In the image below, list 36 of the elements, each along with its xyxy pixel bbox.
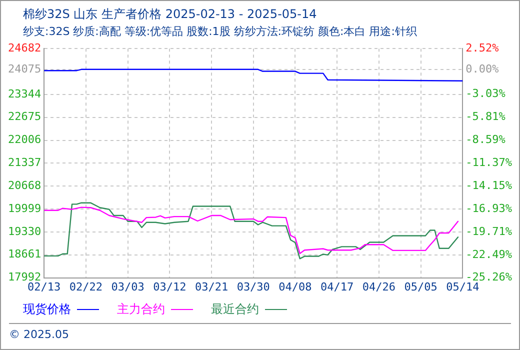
y-tick-label: 21337: [8, 156, 42, 170]
y2-tick-label: 2.52%: [466, 41, 500, 54]
legend-label: 现货价格: [23, 301, 72, 318]
y2-tick-label: -3.03%: [466, 87, 506, 100]
y2-tick-label: -16.93%: [466, 202, 512, 215]
y2-tick-label: -22.49%: [466, 248, 512, 261]
x-tick-label: 02/13: [28, 280, 61, 294]
chart-title: 棉纱32S 山东 生产者价格 2025-02-13 - 2025-05-14: [23, 6, 317, 23]
y2-tick-label: 0.00%: [466, 62, 500, 76]
x-tick-label: 04/26: [362, 280, 396, 294]
y2-tick-label: -19.71%: [466, 224, 512, 238]
y-tick-label: 19330: [8, 224, 42, 238]
x-tick-label: 04/08: [278, 280, 312, 294]
x-tick-label: 03/21: [194, 280, 228, 294]
chart-subtitle: 纱支:32S 纱质:高配 等级:优等品 股数:1股 纺纱方法:环锭纺 颜色:本白 用途:针织: [23, 24, 417, 39]
y-tick-label: 24075: [8, 62, 42, 76]
y-tick-label: 18661: [8, 248, 42, 261]
legend-label: 主力合约: [117, 301, 166, 318]
x-tick-label: 02/22: [69, 280, 103, 294]
y-tick-label: 20668: [8, 178, 42, 192]
x-tick-label: 04/17: [320, 280, 354, 294]
x-tick-label: 03/12: [153, 280, 186, 294]
x-tick-label: 05/05: [404, 280, 438, 294]
y2-tick-label: -14.15%: [466, 178, 512, 192]
y-tick-label: 23344: [8, 87, 42, 100]
y-tick-label: 24682: [8, 41, 42, 54]
y2-tick-label: -11.37%: [466, 156, 512, 170]
y2-tick-label: -8.59%: [466, 133, 506, 146]
legend-label: 最近合约: [211, 301, 260, 318]
text: © 2025.05: [9, 323, 511, 341]
x-tick-label: 03/30: [236, 280, 270, 294]
x-tick-label: 03/03: [111, 280, 144, 294]
y-tick-label: 22675: [8, 110, 42, 124]
y-tick-label: 22006: [8, 133, 42, 146]
y-tick-label: 19999: [8, 202, 42, 215]
y2-tick-label: -5.81%: [466, 110, 506, 124]
